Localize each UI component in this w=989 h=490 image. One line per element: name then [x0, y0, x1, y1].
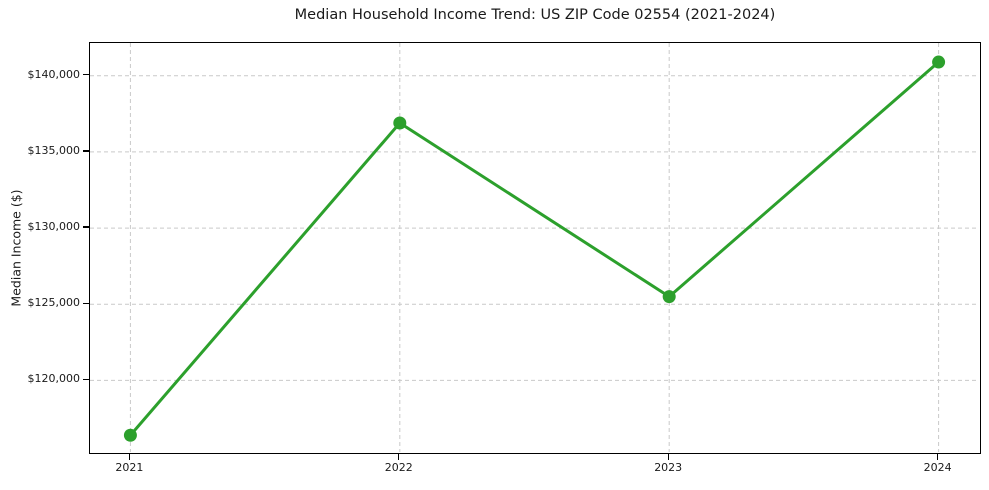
- data-point-marker: [123, 428, 137, 442]
- data-point-marker: [932, 55, 946, 69]
- y-tick-mark: [83, 226, 89, 228]
- x-tick-mark: [936, 454, 939, 460]
- data-point-marker: [393, 116, 407, 130]
- series-line: [128, 60, 941, 437]
- chart-title: Median Household Income Trend: US ZIP Co…: [294, 7, 776, 23]
- data-point-marker: [662, 290, 676, 304]
- x-tick-label: 2023: [654, 461, 683, 474]
- y-tick-label: $140,000: [27, 67, 81, 81]
- y-tick-label: $130,000: [27, 220, 81, 234]
- x-tick-mark: [398, 454, 400, 460]
- y-axis-label: Median Income ($): [8, 189, 24, 307]
- y-tick-mark: [83, 150, 89, 152]
- x-tick-label: 2022: [384, 461, 413, 474]
- y-tick-label: $135,000: [27, 143, 81, 157]
- x-tick-mark: [667, 454, 669, 460]
- y-tick-label: $125,000: [27, 296, 81, 310]
- y-tick-label: $120,000: [27, 372, 81, 386]
- x-tick-mark: [128, 454, 131, 460]
- y-tick-mark: [83, 74, 89, 76]
- line-chart-canvas: [90, 43, 979, 452]
- y-tick-mark: [83, 378, 89, 381]
- plot-area: [89, 42, 981, 454]
- x-tick-label: 2021: [115, 461, 144, 474]
- y-tick-mark: [83, 302, 89, 304]
- x-tick-label: 2024: [923, 461, 952, 474]
